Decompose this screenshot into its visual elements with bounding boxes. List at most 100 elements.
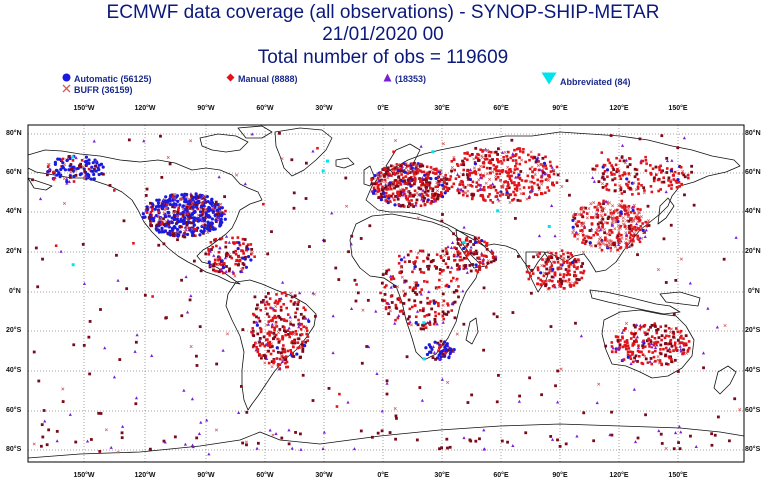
observation-marker (444, 351, 447, 355)
observation-marker (380, 298, 384, 302)
observation-marker (412, 261, 415, 264)
observation-marker (191, 200, 195, 204)
observation-marker (498, 172, 502, 176)
observation-marker (662, 176, 665, 180)
observation-marker (258, 353, 261, 356)
observation-marker (627, 204, 631, 208)
observation-marker (455, 254, 459, 258)
observation-marker (535, 193, 539, 197)
observation-marker (509, 156, 513, 160)
observation-marker (581, 215, 585, 219)
observation-marker (651, 351, 654, 354)
observation-marker (87, 158, 91, 162)
observation-marker (471, 195, 474, 199)
observation-marker (163, 229, 168, 233)
observation-marker (462, 256, 466, 260)
observation-marker (544, 260, 548, 264)
observation-marker (198, 210, 203, 214)
observation-marker (359, 429, 363, 433)
observation-marker (383, 178, 387, 182)
observation-marker (393, 138, 398, 143)
observation-marker (172, 202, 176, 206)
observation-marker (209, 221, 214, 225)
observation-marker (218, 213, 222, 216)
observation-marker (680, 171, 684, 175)
observation-marker (224, 234, 229, 238)
observation-marker (427, 267, 430, 271)
observation-marker (199, 204, 204, 208)
observation-marker (238, 243, 242, 247)
observation-marker (228, 255, 232, 258)
observation-marker (542, 166, 546, 170)
observation-marker (112, 189, 116, 192)
observation-marker (471, 263, 475, 266)
observation-marker (633, 440, 638, 444)
observation-marker (647, 350, 651, 353)
observation-marker (558, 277, 562, 281)
observation-marker (87, 173, 91, 177)
observation-marker (196, 217, 200, 221)
observation-marker (279, 305, 283, 309)
coast-africa (349, 213, 481, 361)
observation-marker (409, 249, 413, 253)
observation-marker (633, 356, 636, 360)
observation-marker (151, 207, 154, 211)
observation-marker (615, 335, 618, 339)
observation-marker (287, 333, 290, 336)
observation-marker (387, 187, 390, 191)
observation-marker (392, 277, 396, 281)
lat-label-right-40s: 40°S (745, 367, 761, 374)
observation-marker (422, 357, 426, 361)
observation-marker (69, 170, 73, 174)
observation-marker (575, 278, 579, 281)
observation-marker (682, 343, 686, 347)
observation-marker (637, 344, 640, 347)
observation-marker (605, 188, 609, 191)
observation-marker (500, 439, 504, 443)
observation-marker (191, 201, 194, 205)
observation-marker (560, 279, 564, 283)
observation-marker (399, 168, 402, 171)
observation-marker (206, 214, 210, 218)
observation-marker (173, 435, 177, 439)
observation-marker (733, 397, 737, 401)
observation-marker (388, 274, 393, 278)
observation-marker (628, 157, 632, 161)
observation-marker (640, 236, 644, 240)
observation-marker (580, 213, 583, 217)
observation-marker (297, 325, 301, 329)
observation-marker (379, 174, 383, 178)
observation-marker (422, 307, 425, 310)
observation-marker (520, 158, 524, 162)
observation-marker (549, 170, 553, 173)
observation-marker (301, 347, 305, 351)
observation-marker (104, 428, 108, 432)
observation-marker (394, 306, 398, 310)
observation-marker (181, 215, 185, 218)
observation-marker (641, 362, 645, 366)
observation-marker (376, 190, 380, 193)
observation-marker (512, 171, 516, 175)
observation-marker (207, 252, 211, 256)
observation-marker (249, 252, 253, 256)
observation-marker (438, 278, 441, 282)
observation-marker (476, 256, 480, 260)
observation-marker (596, 213, 600, 217)
observation-marker (518, 156, 521, 159)
observation-marker (529, 150, 533, 154)
observation-marker (250, 247, 254, 251)
observation-marker (650, 323, 654, 327)
observation-marker (205, 227, 210, 231)
observation-marker (624, 246, 628, 250)
observation-marker (396, 168, 400, 173)
observation-marker (528, 376, 532, 380)
observation-marker (425, 321, 430, 325)
observation-marker (648, 345, 651, 348)
observation-marker (679, 257, 683, 261)
observation-marker (593, 205, 597, 209)
observation-marker (246, 243, 250, 247)
observation-marker (548, 269, 552, 273)
observation-marker (301, 373, 305, 377)
observation-marker (291, 330, 295, 334)
observation-marker (99, 308, 102, 311)
